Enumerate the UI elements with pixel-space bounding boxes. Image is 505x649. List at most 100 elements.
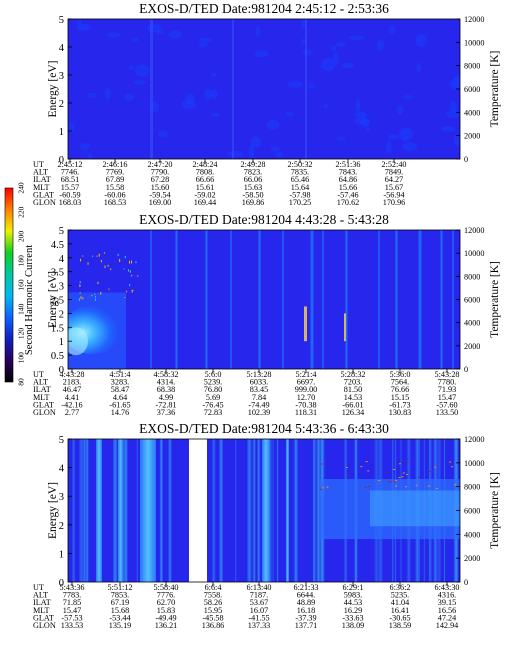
y-tick-label-right: 0 — [464, 578, 468, 587]
y-tick-label-left: 2 — [59, 99, 64, 110]
spectrogram-blob — [387, 134, 399, 140]
orbit-row-value: 15.47 — [63, 606, 81, 615]
spectrogram-stripe — [262, 439, 270, 582]
y-tick-label-right: 6000 — [464, 85, 480, 94]
spectrogram-stripe — [230, 230, 232, 369]
spectrogram-plot — [68, 19, 460, 159]
spectrogram-speckle — [128, 260, 130, 264]
spectrogram-blob — [134, 64, 150, 77]
spectrogram-background — [68, 230, 460, 369]
panel-title: EXOS-D/TED Date:981204 4:43:28 - 5:43:28 — [139, 212, 389, 227]
orbit-row-value: 15.95 — [204, 606, 222, 615]
y-tick-label-left: 3 — [59, 492, 64, 503]
orbit-row-value: 138.09 — [342, 621, 365, 630]
spectrogram-speckle — [108, 288, 110, 290]
orbit-row-value: 5:28:32 — [340, 370, 365, 379]
orbit-row-value: 16.07 — [250, 606, 268, 615]
spectrogram-stripe — [96, 439, 102, 582]
orbit-row-value: 6:36:2 — [390, 583, 411, 592]
spectrogram-speckle — [406, 474, 409, 476]
orbit-row-label: ALT — [33, 378, 48, 387]
spectrogram-stripe — [268, 439, 273, 582]
orbit-row-value: 136.21 — [155, 621, 178, 630]
spectrogram-stripe — [282, 230, 284, 369]
spectrogram-blob — [198, 41, 208, 48]
orbit-row-value: 6644. — [297, 591, 315, 600]
spectrogram-stripe — [82, 439, 87, 582]
y-tick-label-left: 2 — [59, 521, 64, 532]
orbit-row-value: 76.80 — [204, 385, 222, 394]
spectrogram-speckle — [415, 484, 418, 486]
spectrogram-speckle — [131, 290, 133, 293]
orbit-row-value: 5:43:36 — [59, 583, 84, 592]
spectrogram-speckle — [94, 298, 96, 301]
spectrogram-blob — [155, 29, 164, 35]
panel-1: EXOS-D/TED Date:981204 2:45:12 - 2:53:36… — [33, 1, 501, 207]
spectrogram-blob — [396, 105, 404, 116]
orbit-row-value: 58.47 — [111, 385, 129, 394]
spectrogram-blob — [449, 101, 458, 113]
orbit-row-value: 169.86 — [242, 198, 265, 207]
orbit-row-value: 15.83 — [157, 606, 175, 615]
orbit-row-value: 4.64 — [113, 393, 127, 402]
orbit-row-value: -33.63 — [342, 613, 363, 622]
orbit-row-value: -53.44 — [109, 613, 130, 622]
spectrogram-blob — [365, 127, 371, 133]
spectrogram-speckle — [450, 466, 453, 468]
orbit-row-value: 4314. — [157, 378, 175, 387]
spectrogram-streak — [304, 306, 307, 342]
spectrogram-band — [370, 490, 460, 527]
y-tick-label-right: 6000 — [464, 507, 480, 516]
orbit-row-value: -41.55 — [248, 613, 269, 622]
spectrogram-stripe — [118, 439, 123, 582]
spectrogram-blob — [158, 130, 168, 138]
orbit-row-value: 4.99 — [159, 393, 173, 402]
orbit-row-value: -76.45 — [202, 400, 223, 409]
orbit-row-value: -58.50 — [242, 190, 263, 199]
y-tick-label-right: 4000 — [464, 530, 480, 539]
spectrogram-speckle — [132, 289, 134, 291]
orbit-row-value: 4316. — [438, 591, 456, 600]
spectrogram-stripe — [294, 439, 298, 582]
spectrogram-stripe — [235, 439, 237, 582]
orbit-row-value: -57.98 — [289, 190, 310, 199]
orbit-row-value: 6:6:4 — [205, 583, 222, 592]
orbit-row-value: -56.94 — [383, 190, 404, 199]
spectrogram-blob — [248, 144, 255, 158]
orbit-row-label: ILAT — [33, 175, 51, 184]
spectrogram-blob — [133, 80, 147, 86]
spectrogram-speckle — [427, 485, 430, 487]
orbit-row-value: 2:46:16 — [102, 160, 127, 169]
spectrogram-blob — [331, 44, 337, 52]
orbit-row-value: 7835. — [291, 168, 309, 177]
orbit-row-value: 65.46 — [291, 175, 309, 184]
colorbar-tick-label: 100 — [17, 352, 26, 364]
spectrogram-blob — [301, 19, 306, 29]
spectrogram-speckle — [82, 255, 84, 257]
spectrogram-speckle — [131, 260, 133, 264]
y-tick-label-right: 8000 — [464, 62, 480, 71]
orbit-row-value: 7558. — [204, 591, 222, 600]
orbit-row-value: -49.49 — [155, 613, 176, 622]
orbit-row-value: 5:13:28 — [246, 370, 271, 379]
y-tick-label-left: 1 — [59, 549, 64, 560]
orbit-row-value: 5:6:0 — [205, 370, 222, 379]
spectrogram-stripe — [120, 439, 126, 582]
y-tick-label-right: 2000 — [464, 554, 480, 563]
orbit-row-value: 2:45:12 — [57, 160, 82, 169]
spectrogram-speckle — [418, 477, 421, 479]
spectrogram-stripe — [246, 439, 252, 582]
spectrogram-stripe — [71, 439, 76, 582]
spectrogram-stripe — [322, 230, 324, 369]
spectrogram-blob — [87, 152, 93, 159]
spectrogram-stripe — [114, 439, 116, 582]
orbit-row-value: 133.53 — [61, 621, 84, 630]
orbit-row-value: 15.63 — [244, 183, 262, 192]
spectrogram-blob — [255, 26, 261, 37]
spectrogram-speckle — [384, 472, 387, 474]
spectrogram-blob — [227, 150, 244, 157]
spectrogram-speckle — [123, 268, 125, 270]
orbit-row-value: 71.85 — [63, 598, 81, 607]
spectrogram-stripe — [286, 439, 289, 582]
spectrogram-speckle — [398, 463, 401, 465]
